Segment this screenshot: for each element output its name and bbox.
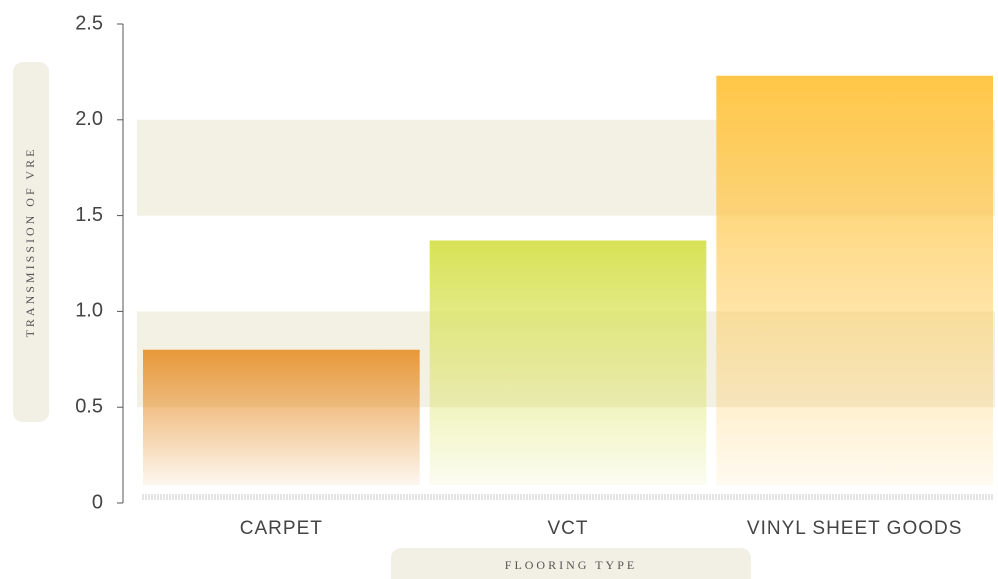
y-tick-label: 0 [92, 491, 103, 513]
baseline-hatch [142, 494, 993, 500]
y-tick-label: 1.5 [75, 204, 103, 226]
y-tick-label: 2.0 [75, 108, 103, 130]
y-label-box [13, 62, 49, 422]
y-tick-label: 1.0 [75, 300, 103, 322]
x-label-box [391, 548, 751, 579]
bar [429, 240, 707, 485]
y-tick-label: 2.5 [75, 12, 103, 34]
bar [716, 75, 993, 486]
bar [143, 349, 420, 485]
x-tick-label: CARPET [240, 518, 323, 539]
x-tick-label: VCT [548, 518, 589, 539]
x-axis-label: FLOORING TYPE [505, 558, 637, 572]
y-tick-label: 0.5 [75, 395, 103, 417]
x-tick-label: VINYL SHEET GOODS [747, 518, 963, 539]
y-axis-label: TRANSMISSION OF VRE [23, 147, 37, 338]
